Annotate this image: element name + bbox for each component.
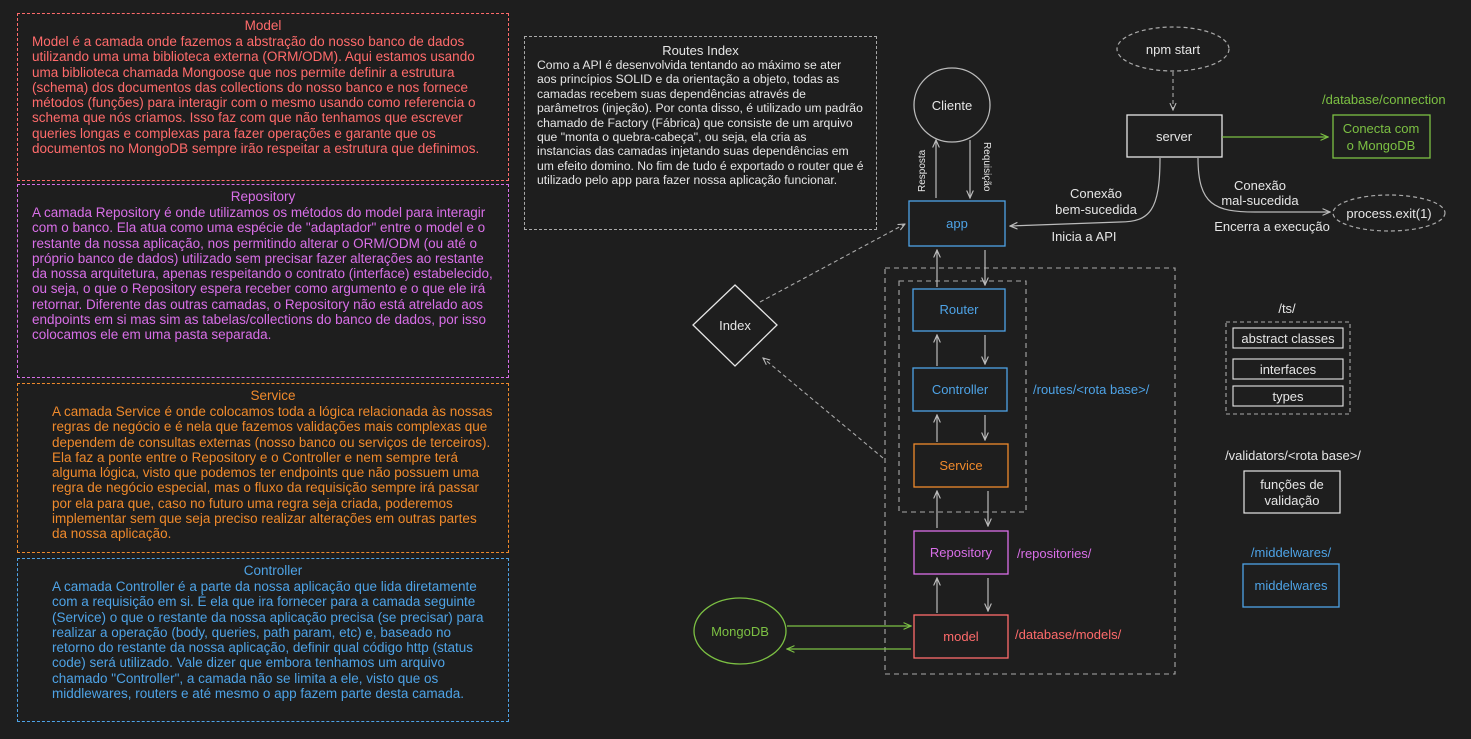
application-container xyxy=(884,267,1176,675)
conexao-ok-line2: bem-sucedida xyxy=(1055,202,1137,217)
service-card-title: Service xyxy=(250,388,296,403)
mongodb-node xyxy=(693,597,787,665)
routes-index-title: Routes Index xyxy=(662,43,739,58)
db-connection-path-label: /database/connection xyxy=(1322,92,1446,107)
controller-card-title: Controller xyxy=(243,563,303,578)
repository-node xyxy=(913,530,1009,575)
repositories-path-label: /repositories/ xyxy=(1017,546,1092,561)
model-card-title: Model xyxy=(244,18,282,33)
middlewares-label: middelwares xyxy=(1255,578,1328,593)
interfaces-label: interfaces xyxy=(1260,362,1317,377)
repository-card-title: Repository xyxy=(230,189,296,204)
service-card: Service A camada Service é onde colocamo… xyxy=(17,383,509,553)
controller-node xyxy=(912,367,1008,412)
requisicao-label: Requisição xyxy=(981,142,992,192)
app-node xyxy=(908,200,1006,247)
router-label: Router xyxy=(939,302,979,317)
cliente-label: Cliente xyxy=(932,98,972,113)
resposta-label: Resposta xyxy=(917,149,928,192)
process-exit-node xyxy=(1332,194,1446,232)
ts-container xyxy=(1225,321,1351,415)
repository-label: Repository xyxy=(930,545,993,560)
cliente-node xyxy=(913,67,991,143)
server-label: server xyxy=(1156,129,1193,144)
repository-card: Repository A camada Repository é onde ut… xyxy=(17,184,509,378)
repository-card-body: A camada Repository é onde utilizamos os… xyxy=(32,205,493,343)
abstract-classes-node xyxy=(1232,327,1344,349)
routes-index-note: Routes Index Como a API é desenvolvida t… xyxy=(524,36,877,230)
index-to-app-arrow xyxy=(759,224,905,303)
conexao-fail-line1: Conexão xyxy=(1234,178,1286,193)
ts-path-label: /ts/ xyxy=(1278,301,1296,316)
connection-label-line2: o MongoDB xyxy=(1347,138,1416,153)
service-card-body: A camada Service é onde colocamos toda a… xyxy=(52,404,493,542)
conexao-fail-line2: mal-sucedida xyxy=(1221,193,1299,208)
validators-node xyxy=(1243,470,1341,514)
controller-card-body: A camada Controller é a parte da nossa a… xyxy=(52,579,484,702)
server-to-exit-arrow xyxy=(1197,157,1330,212)
middlewares-path-label: /middelwares/ xyxy=(1251,545,1332,560)
types-label: types xyxy=(1272,389,1304,404)
container-to-index-arrow xyxy=(763,358,884,459)
validators-label-line2: validação xyxy=(1265,493,1320,508)
model-card: Model Model é a camada onde fazemos a ab… xyxy=(17,13,509,181)
routes-index-body: Como a API é desenvolvida tentando ao má… xyxy=(537,58,864,188)
index-node xyxy=(692,284,778,367)
app-label: app xyxy=(946,216,968,231)
model-label: model xyxy=(943,629,979,644)
model-node xyxy=(913,614,1009,659)
conexao-ok-line1: Conexão xyxy=(1070,186,1122,201)
encerra-label: Encerra a execução xyxy=(1214,219,1330,234)
model-card-body: Model é a camada onde fazemos a abstraçã… xyxy=(32,34,480,157)
router-node xyxy=(912,288,1006,332)
service-label: Service xyxy=(939,458,982,473)
abstract-classes-label: abstract classes xyxy=(1241,331,1335,346)
controller-label: Controller xyxy=(932,382,989,397)
process-exit-label: process.exit(1) xyxy=(1346,206,1431,221)
validators-path-label: /validators/<rota base>/ xyxy=(1225,448,1361,463)
routes-path-label: /routes/<rota base>/ xyxy=(1033,382,1150,397)
connection-label-line1: Conecta com xyxy=(1343,121,1420,136)
controller-card: Controller A camada Controller é a parte… xyxy=(17,558,509,722)
middlewares-node xyxy=(1242,563,1340,608)
types-node xyxy=(1232,385,1344,407)
routes-container xyxy=(898,280,1027,513)
server-to-app-arrow xyxy=(1010,157,1161,226)
validators-label-line1: funções de xyxy=(1260,477,1324,492)
server-node xyxy=(1126,114,1223,158)
mongodb-label: MongoDB xyxy=(711,624,769,639)
interfaces-node xyxy=(1232,358,1344,380)
npm-start-node xyxy=(1116,26,1230,72)
npm-start-label: npm start xyxy=(1146,42,1201,57)
connection-node xyxy=(1332,114,1431,159)
service-node xyxy=(913,443,1009,488)
inicia-api-label: Inicia a API xyxy=(1051,229,1116,244)
models-path-label: /database/models/ xyxy=(1015,627,1122,642)
index-label: Index xyxy=(719,318,751,333)
